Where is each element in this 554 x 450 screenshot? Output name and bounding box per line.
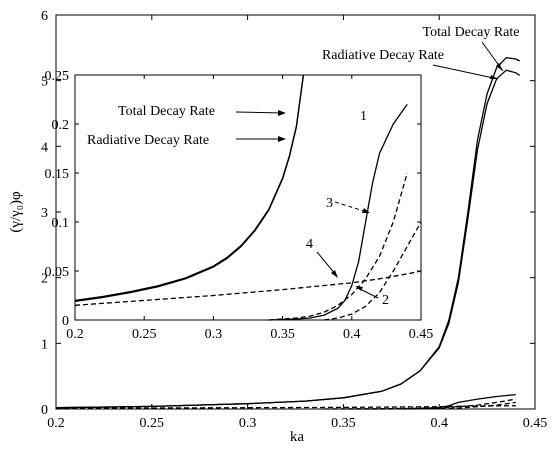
inset-curve-label-2: 2 xyxy=(382,293,389,308)
main-y-tick-label: 2 xyxy=(41,272,48,287)
main-x-tick-label: 0.35 xyxy=(331,416,356,431)
inset-x-tick-label: 0.3 xyxy=(205,327,223,342)
inset-y-tick-label: 0.05 xyxy=(45,265,70,280)
y-axis-title: (γ/γ₀)φ xyxy=(8,191,24,233)
main-y-tick-label: 0 xyxy=(41,403,48,418)
inset-series-line-4 xyxy=(74,270,422,306)
x-axis-title: ka xyxy=(290,429,305,445)
inset-series-line-2 xyxy=(268,104,408,321)
main-x-tick-label: 0.2 xyxy=(47,416,65,431)
main-series-line-1 xyxy=(55,69,521,409)
inset-arrowhead-radiative xyxy=(278,136,286,142)
inset-series xyxy=(74,74,422,321)
inset-arrow-3 xyxy=(334,201,368,213)
inset-arrowhead-total xyxy=(278,110,286,116)
main-arrow-radiative xyxy=(432,64,499,80)
main-y-tick-label: 3 xyxy=(41,206,48,221)
inset-series-line-1 xyxy=(74,74,305,303)
main-y-tick-label: 6 xyxy=(41,9,48,24)
inset-y-tick-label: 0.1 xyxy=(52,216,70,231)
inset-x-tick-label: 0.45 xyxy=(409,327,434,342)
inset-arrowhead-4 xyxy=(331,270,338,278)
inset-series-line-3 xyxy=(268,172,408,321)
main-series-line-5 xyxy=(400,401,516,410)
inset-y-tick-label: 0 xyxy=(62,314,69,329)
inset-annotation-total: Total Decay Rate xyxy=(118,104,215,119)
inset-plot-frame xyxy=(74,74,422,321)
main-annotation-total: Total Decay Rate xyxy=(423,25,520,40)
inset-curve-label-3: 3 xyxy=(326,196,333,211)
inset-arrow-4 xyxy=(316,251,337,276)
inset-x-tick-label: 0.25 xyxy=(132,327,157,342)
inset-y-tick-label: 0.15 xyxy=(45,167,70,182)
main-arrowhead-radiative xyxy=(490,75,498,79)
inset-x-tick-label: 0.35 xyxy=(270,327,295,342)
main-y-tick-label: 5 xyxy=(41,75,48,90)
inset-annotation-radiative: Radiative Decay Rate xyxy=(87,133,209,148)
inset-y-tick-label: 0.25 xyxy=(45,69,70,84)
main-x-tick-label: 0.25 xyxy=(140,416,165,431)
inset-arrowhead-2 xyxy=(355,286,363,291)
main-arrowhead-total xyxy=(496,63,503,71)
inset-curve-label-1: 1 xyxy=(360,109,367,124)
inset-arrow-total xyxy=(235,111,284,114)
inset-curve-label-4: 4 xyxy=(306,237,313,252)
main-y-tick-label: 1 xyxy=(41,337,48,352)
inset-x-tick-label: 0.4 xyxy=(343,327,361,342)
main-annotation-radiative: Radiative Decay Rate xyxy=(322,48,444,63)
main-y-tick-label: 4 xyxy=(41,140,48,155)
main-series-line-3 xyxy=(324,398,516,410)
main-x-tick-label: 0.3 xyxy=(239,416,257,431)
inset-arrowhead-3 xyxy=(362,208,370,213)
inset-x-tick-label: 0.2 xyxy=(66,327,84,342)
main-x-tick-label: 0.45 xyxy=(523,416,548,431)
main-x-tick-label: 0.4 xyxy=(430,416,448,431)
inset-series-line-5 xyxy=(324,221,422,321)
inset-y-tick-label: 0.2 xyxy=(52,118,70,133)
inset-ticks: 0.2 0.25 0.3 0.35 0.4 0.45 0 0.05 0.1 0.15 0.2 0.25 xyxy=(45,69,434,342)
